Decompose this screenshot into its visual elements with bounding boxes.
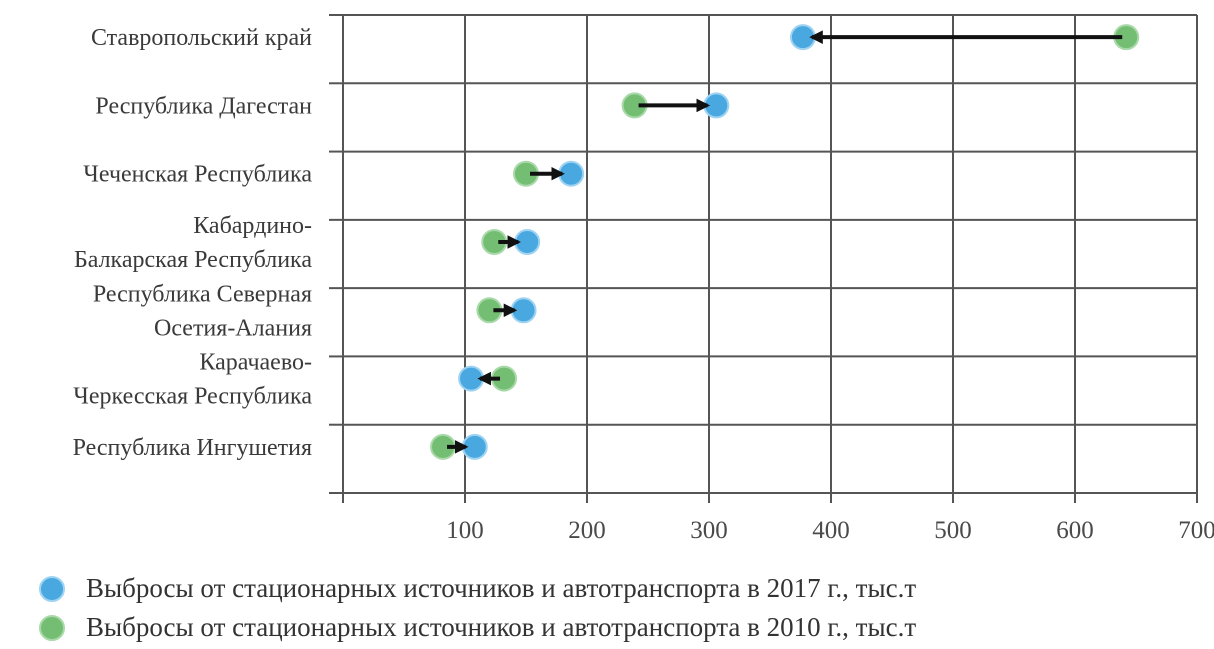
category-label: Республика Дагестан <box>95 93 312 119</box>
x-tick-label: 700 <box>1178 517 1214 544</box>
legend: Выбросы от стационарных источников и авт… <box>39 573 916 642</box>
point-2017 <box>458 365 485 392</box>
grid <box>329 14 1198 503</box>
point-2017 <box>461 433 488 460</box>
point-2017 <box>703 92 730 119</box>
point-2017 <box>789 24 816 51</box>
point-2017 <box>558 160 585 187</box>
category-label: Республика Северная Осетия-Алания <box>93 281 312 341</box>
legend-label: Выбросы от стационарных источников и авт… <box>86 612 916 642</box>
x-tick-label: 300 <box>690 517 728 544</box>
category-labels: Ставропольский край Республика Дагестан Че… <box>73 25 313 461</box>
legend-label: Выбросы от стационарных источников и авт… <box>86 573 916 603</box>
x-tick-label: 500 <box>934 517 972 544</box>
category-label: Чеченская Республика <box>83 162 312 188</box>
category-label: Кабардино-Балкарская Республика <box>74 213 312 273</box>
legend-marker <box>39 576 65 602</box>
x-tick-label: 400 <box>812 517 850 544</box>
category-label: Карачаево-Черкесская Республика <box>73 350 312 410</box>
point-2017 <box>514 229 541 255</box>
x-axis-ticks: 100 200 300 400 500 600 700 <box>446 517 1214 544</box>
category-label: Ставропольский край <box>91 25 312 51</box>
x-tick-label: 100 <box>446 517 484 544</box>
x-tick-label: 600 <box>1056 517 1094 544</box>
chart-marks <box>430 24 1140 460</box>
point-2017 <box>510 297 537 324</box>
legend-marker <box>39 615 65 641</box>
category-label: Республика Ингушетия <box>73 435 312 461</box>
x-tick-label: 200 <box>568 517 606 544</box>
